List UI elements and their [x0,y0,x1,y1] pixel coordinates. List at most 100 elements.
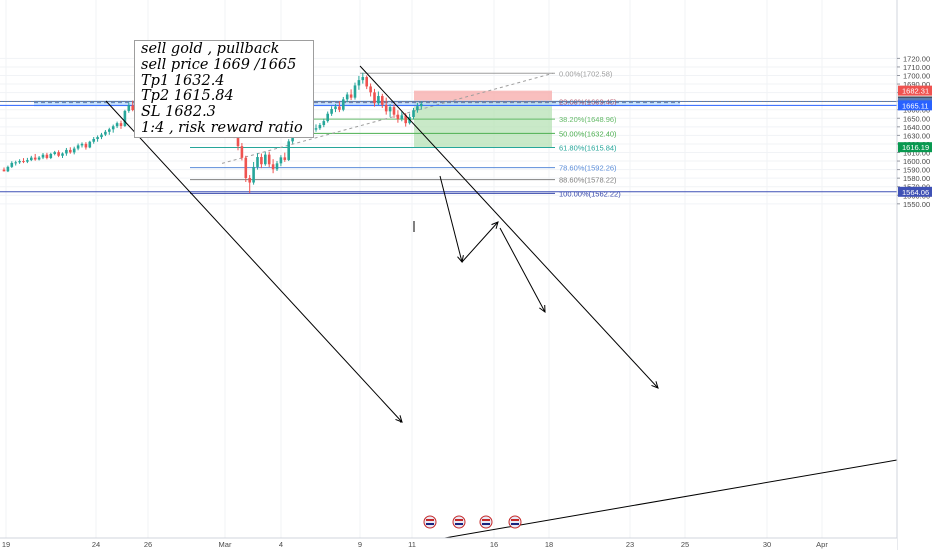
candle-body [377,96,380,104]
event-flag-2 [452,515,466,529]
event-flag-1-stripe [426,519,434,521]
note-line-6: 1:4 , risk reward ratio [141,119,303,136]
candle-body [283,157,287,160]
candle-body [400,115,404,120]
candle-body [256,157,259,167]
time-tick-label: 24 [92,540,100,549]
time-tick-label: 18 [545,540,553,549]
candle-body [69,149,72,153]
candle-body [61,153,64,156]
candle-body [381,96,384,105]
time-tick-label: 11 [408,540,416,549]
candle-body [279,157,283,164]
stop-loss-zone [414,90,552,103]
projection-leg-3 [499,227,546,313]
price-tick-label: 1590.00 [903,166,930,175]
fib-level-label: 23.60%(1669.45) [559,98,617,107]
candle-body [342,99,345,110]
candle-body [2,169,6,172]
event-flag-3-stripe2 [482,523,490,525]
time-tick-label: 25 [681,540,689,549]
candle-body [353,85,357,98]
event-flag-3 [479,515,493,529]
candle-body [26,160,29,162]
candle-body [10,162,14,167]
candle-body [100,134,103,138]
event-flag-2-stripe [455,519,463,521]
candle-body [373,92,376,104]
candle-body [264,154,267,165]
trendline-left [105,100,403,423]
event-flag-2-stripe2 [455,523,463,525]
time-tick-label: 23 [626,540,634,549]
event-flag-4-stripe [511,519,519,521]
candle-body [30,157,33,161]
price-tick-label: 1550.00 [903,200,930,209]
candle-body [271,164,275,170]
note-line-4: Tp2 1615.84 [141,88,234,105]
price-label-text: 1682.31 [902,87,929,96]
time-tick-label: 30 [763,540,771,549]
price-tick-label: 1650.00 [903,114,930,123]
note-line-1: sell gold , pullback [141,41,280,57]
candle-body [80,143,84,146]
candle-body [260,157,263,165]
time-axis-bg [0,538,897,550]
trendline-right [359,65,659,389]
candle-body [318,125,322,129]
projection-leg-1 [439,175,463,263]
projection-leg-3-arrow [539,304,546,314]
time-tick-label: 16 [490,540,498,549]
candle-body [314,128,318,130]
event-flag-1-stripe2 [426,523,434,525]
candle-body [384,104,388,112]
candle-body [33,157,37,160]
fib-level-label: 100.00%(1562.22) [559,189,621,198]
candle-body [131,105,134,111]
candle-body [119,123,123,126]
candle-body [96,137,99,139]
candle-body [123,110,127,126]
note-line-3: Tp1 1632.4 [141,72,225,89]
candle-body [41,154,45,158]
resistance-band [34,100,680,107]
candle-body [267,154,271,165]
candle-body [252,166,255,183]
candle-body [22,161,25,163]
candle-body [369,86,372,93]
event-flag-3-stripe [482,519,490,521]
note-line-5: SL 1682.3 [141,104,216,121]
candle-body [392,107,396,115]
candle-body [49,153,53,158]
candle-body [416,106,419,111]
candle-body [104,131,107,135]
candle-body [420,103,423,107]
candle-body [92,138,95,142]
candle-body [236,135,240,147]
price-label-tag [898,186,932,197]
candle-body [330,109,333,114]
fib-level-label: 88.60%(1578.22) [559,176,617,185]
projection-leg-2 [461,221,499,263]
candle-body [127,105,131,111]
time-tick-label: Mar [219,540,232,549]
trade-note[interactable]: sell gold , pullback sell price 1669 /16… [134,40,314,138]
trendline-left-arrow [395,415,403,423]
candle-body [287,141,290,160]
candle-body [240,146,244,158]
price-label-text: 1665.11 [902,101,929,110]
price-tick-label: 1710.00 [903,63,930,72]
time-tick-label: 9 [358,540,362,549]
fib-level-label: 38.20%(1648.96) [559,115,617,124]
candle-body [349,94,353,98]
time-tick-label: 26 [144,540,152,549]
note-line-2: sell price 1669 /1665 [141,56,297,73]
price-label-tag [898,142,932,153]
time-tick-label: 19 [2,540,10,549]
price-label-text: 1564.06 [902,188,929,197]
price-tick-label: 1630.00 [903,131,930,140]
candle-body [18,161,21,163]
